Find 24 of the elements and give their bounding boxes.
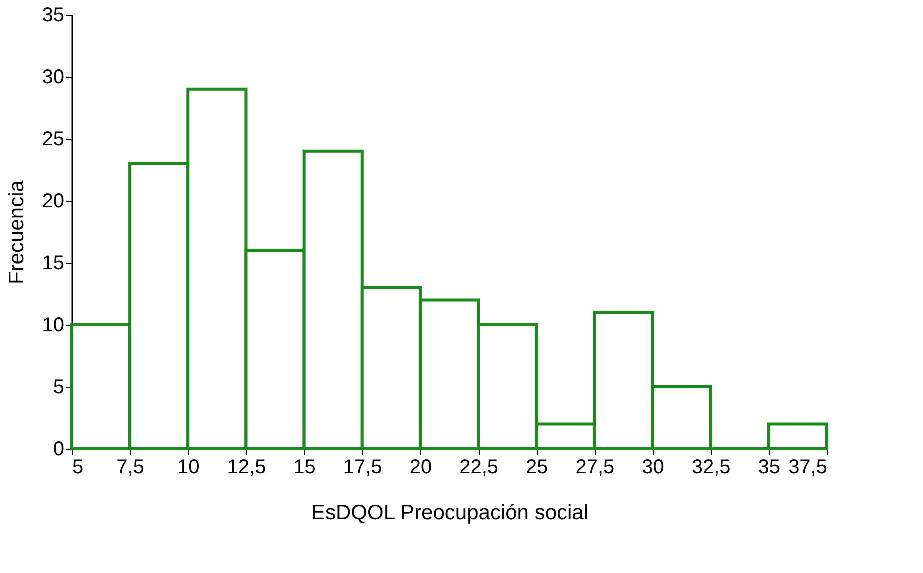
x-tick-label: 30 — [642, 456, 664, 478]
x-axis-title: EsDQOL Preocupación social — [311, 502, 589, 524]
x-tick-label: 35 — [758, 456, 781, 478]
y-tick-label: 10 — [42, 314, 64, 336]
x-tick-label: 22,5 — [460, 456, 499, 478]
x-tick-label: 10 — [178, 456, 200, 478]
y-tick-label: 25 — [42, 128, 64, 150]
x-tick-label: 37,5 — [788, 456, 828, 478]
x-tick-label: 5 — [72, 456, 84, 478]
y-tick-label: 0 — [53, 438, 64, 460]
y-tick-label: 20 — [42, 190, 64, 212]
x-tick-label: 12,5 — [227, 456, 266, 478]
x-tick-label: 20 — [410, 456, 432, 478]
y-tick-label: 30 — [42, 66, 64, 88]
x-tick-label: 25 — [526, 456, 548, 478]
x-tick-label: 17,5 — [343, 456, 382, 478]
x-tick-label: 15 — [294, 456, 316, 478]
y-tick-label: 5 — [53, 376, 64, 398]
x-tick-label: 27,5 — [576, 456, 615, 478]
y-tick-label: 35 — [42, 4, 64, 26]
y-axis-title: Frecuencia — [5, 180, 28, 284]
y-tick-label: 15 — [42, 252, 64, 274]
x-tick-label: 32,5 — [692, 456, 731, 478]
x-tick-label: 7,5 — [116, 456, 144, 478]
